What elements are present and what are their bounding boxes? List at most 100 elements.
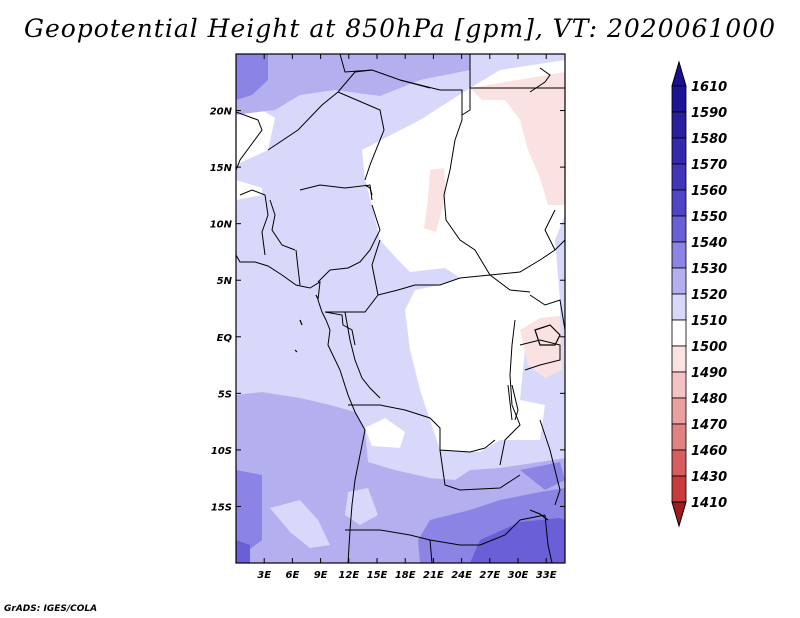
border-sudan-ethiopia xyxy=(544,209,556,251)
lakes xyxy=(294,184,561,521)
border-ghana-togo xyxy=(295,249,301,286)
colorbar-swatch xyxy=(671,241,687,269)
colorbar-swatch xyxy=(671,189,687,217)
colorbar-swatch xyxy=(671,85,687,113)
lon-tick-label: 3E xyxy=(257,570,271,581)
border-nigeria-cameroon xyxy=(317,204,381,283)
colorbar-swatch xyxy=(671,475,687,503)
page-title: Geopotential Height at 850hPa [gpm], VT:… xyxy=(23,14,777,43)
colorbar-top-arrow xyxy=(671,60,687,87)
map-frame xyxy=(235,53,566,564)
colorbar-label: 1550 xyxy=(691,210,727,225)
field-area-1510-central xyxy=(362,60,565,452)
border-libya-egypt xyxy=(461,54,471,116)
field-area-1510-congo xyxy=(420,300,470,328)
border-cameroon-car xyxy=(325,239,381,313)
coastlines-and-borders xyxy=(236,54,565,563)
field-area-1500-chad xyxy=(424,168,446,232)
border-mauritania-mali xyxy=(267,69,373,151)
border-tanzania-malawi xyxy=(539,419,561,506)
border-congo-gabon xyxy=(324,311,356,346)
colorbar-label: 1460 xyxy=(691,444,727,459)
colorbar-swatch xyxy=(671,397,687,425)
lon-tick-label: 12E xyxy=(338,570,359,581)
colorbar-label: 1590 xyxy=(691,106,727,121)
lat-tick-label: EQ xyxy=(217,333,233,344)
field-area-1510-coast xyxy=(236,180,262,200)
colorbar-swatch xyxy=(671,163,687,191)
colorbar-swatch xyxy=(671,319,687,347)
colorbar-label: 1470 xyxy=(691,418,727,433)
lat-tick-label: 10N xyxy=(210,220,233,231)
field-area-1520-inset-sw xyxy=(270,500,330,548)
colorbar-swatch xyxy=(671,345,687,373)
colorbar-label: 1410 xyxy=(691,496,727,511)
latitude-axis: 20N 15N 10N 5N EQ 5S 10S 15S xyxy=(210,107,565,513)
colorbar-label: 1580 xyxy=(691,132,727,147)
field-area-1500-north xyxy=(470,72,565,205)
colorbar-swatch xyxy=(671,111,687,139)
field-area-1540-sw xyxy=(236,470,262,560)
colorbar-label: 1490 xyxy=(691,366,727,381)
lon-tick-label: 6E xyxy=(286,570,300,581)
lake-chad xyxy=(364,184,373,196)
border-drc-east xyxy=(499,319,521,466)
border-drc-angola xyxy=(348,404,496,453)
lat-tick-label: 10S xyxy=(211,446,232,457)
longitude-axis: 3E 6E 9E 12E 15E 18E 21E 24E 27E 30E 33E xyxy=(257,54,557,581)
lon-tick-label: 9E xyxy=(314,570,328,581)
colorbar-label: 1430 xyxy=(691,470,727,485)
lon-tick-label: 33E xyxy=(536,570,557,581)
field-area-1550-sw xyxy=(236,540,250,563)
lat-tick-label: 15S xyxy=(211,502,232,513)
border-lake-tanganyika xyxy=(507,384,519,421)
coastline-west-africa xyxy=(236,111,263,171)
colorbar-label: 1530 xyxy=(691,262,727,277)
border-angola-namibia xyxy=(345,529,480,546)
height-field-shading xyxy=(236,54,565,563)
colorbar-swatch xyxy=(671,371,687,399)
islands-gulf xyxy=(294,294,319,353)
lon-tick-label: 21E xyxy=(423,570,444,581)
coast-red-sea xyxy=(529,67,551,93)
border-congo-drc xyxy=(344,311,381,399)
colorbar-swatch xyxy=(671,267,687,295)
border-chad-sudan xyxy=(443,139,491,276)
lon-tick-label: 18E xyxy=(395,570,416,581)
colorbar: 1610 1590 1580 1570 1560 1550 1540 1530 1520 1510… xyxy=(671,60,727,528)
lat-tick-label: 5S xyxy=(218,389,232,400)
border-mali-niger xyxy=(337,91,385,181)
lat-tick-label: 15N xyxy=(210,163,233,174)
border-rwanda-burundi xyxy=(519,339,561,371)
border-zambia-zimbabwe xyxy=(479,514,546,546)
colorbar-swatch xyxy=(671,137,687,165)
colorbar-label: 1570 xyxy=(691,158,727,173)
colorbar-label: 1510 xyxy=(691,314,727,329)
colorbar-label: 1500 xyxy=(691,340,727,355)
colorbar-swatch xyxy=(671,423,687,451)
border-angola-zambia xyxy=(439,449,521,491)
colorbar-label: 1560 xyxy=(691,184,727,199)
lon-tick-label: 27E xyxy=(479,570,500,581)
lon-tick-label: 15E xyxy=(367,570,388,581)
border-niger-libya xyxy=(399,79,463,141)
field-area-1540-east xyxy=(520,462,565,490)
colorbar-bottom-arrow xyxy=(671,501,687,528)
lake-malawi xyxy=(529,509,549,521)
lake-victoria xyxy=(534,324,561,346)
colorbar-label: 1520 xyxy=(691,288,727,303)
border-uganda-kenya xyxy=(529,294,565,331)
field-area-1510-west xyxy=(236,110,275,165)
lat-tick-label: 20N xyxy=(210,107,233,118)
coastline-guinea xyxy=(236,254,327,321)
colorbar-label: 1610 xyxy=(691,80,727,95)
footer-credit: GrADS: IGES/COLA xyxy=(4,604,98,614)
border-mozambique xyxy=(544,514,553,563)
field-area-1550-se xyxy=(470,518,565,563)
border-south-sudan xyxy=(489,239,565,276)
lat-tick-label: 5N xyxy=(217,276,233,287)
coastline-gabon-angola xyxy=(325,319,366,563)
border-car-drc xyxy=(377,274,531,296)
lon-tick-label: 24E xyxy=(451,570,472,581)
